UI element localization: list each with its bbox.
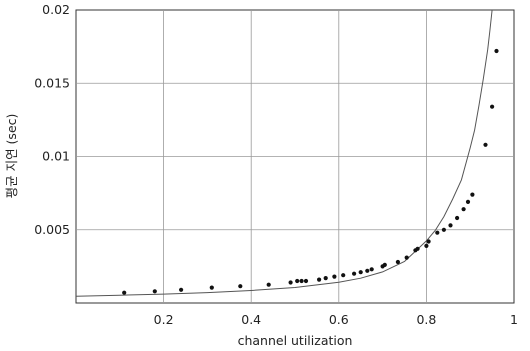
- data-point: [299, 278, 304, 284]
- y-tick-label: 0.01: [42, 149, 70, 164]
- x-tick-label: 0.8: [416, 312, 436, 327]
- data-point: [424, 243, 429, 248]
- data-point: [209, 285, 214, 290]
- data-point: [441, 227, 446, 232]
- data-point: [238, 284, 243, 289]
- data-point: [332, 274, 337, 279]
- data-point: [317, 277, 322, 282]
- data-point: [352, 271, 357, 276]
- data-point: [288, 280, 293, 285]
- y-tick-label: 0.005: [34, 222, 70, 237]
- grid: [76, 10, 514, 303]
- data-point: [295, 278, 300, 284]
- x-tick-label: 0.4: [241, 312, 261, 327]
- data-point: [323, 276, 328, 281]
- y-tick-label: 0.015: [34, 75, 70, 90]
- data-point: [369, 267, 374, 272]
- data-point: [455, 215, 460, 221]
- data-point: [490, 104, 495, 109]
- x-tick-label: 0.2: [154, 312, 174, 327]
- data-point: [404, 255, 409, 260]
- data-point: [395, 259, 400, 265]
- data-point: [152, 289, 157, 294]
- x-axis-label: channel utilization: [238, 333, 353, 348]
- data-point: [448, 223, 453, 228]
- data-point: [470, 192, 475, 197]
- data-point: [435, 230, 440, 235]
- y-axis-label: 평균 지연 (sec): [4, 114, 19, 199]
- data-point: [483, 142, 488, 147]
- data-point: [382, 262, 387, 267]
- data-point: [303, 278, 309, 284]
- data-point: [465, 199, 471, 204]
- data-point: [358, 270, 363, 275]
- data-points-layer: [122, 48, 499, 295]
- y-tick-label: 0.02: [42, 2, 70, 17]
- data-point: [341, 273, 346, 278]
- data-point: [426, 239, 431, 244]
- data-point: [415, 246, 420, 251]
- data-point: [494, 48, 499, 54]
- x-tick-label: 1: [510, 312, 518, 327]
- data-point: [266, 282, 271, 287]
- data-point: [461, 207, 466, 212]
- y-tick-labels: 0.005 0.01 0.015 0.02: [34, 2, 70, 237]
- data-point: [122, 290, 127, 295]
- data-point: [365, 268, 370, 273]
- theory-curve-layer: [75, 9, 493, 297]
- theory-curve: [75, 9, 493, 297]
- x-tick-label: 0.6: [329, 312, 349, 327]
- x-tick-labels: 0.2 0.4 0.6 0.8 1: [154, 312, 518, 327]
- data-point: [179, 287, 184, 292]
